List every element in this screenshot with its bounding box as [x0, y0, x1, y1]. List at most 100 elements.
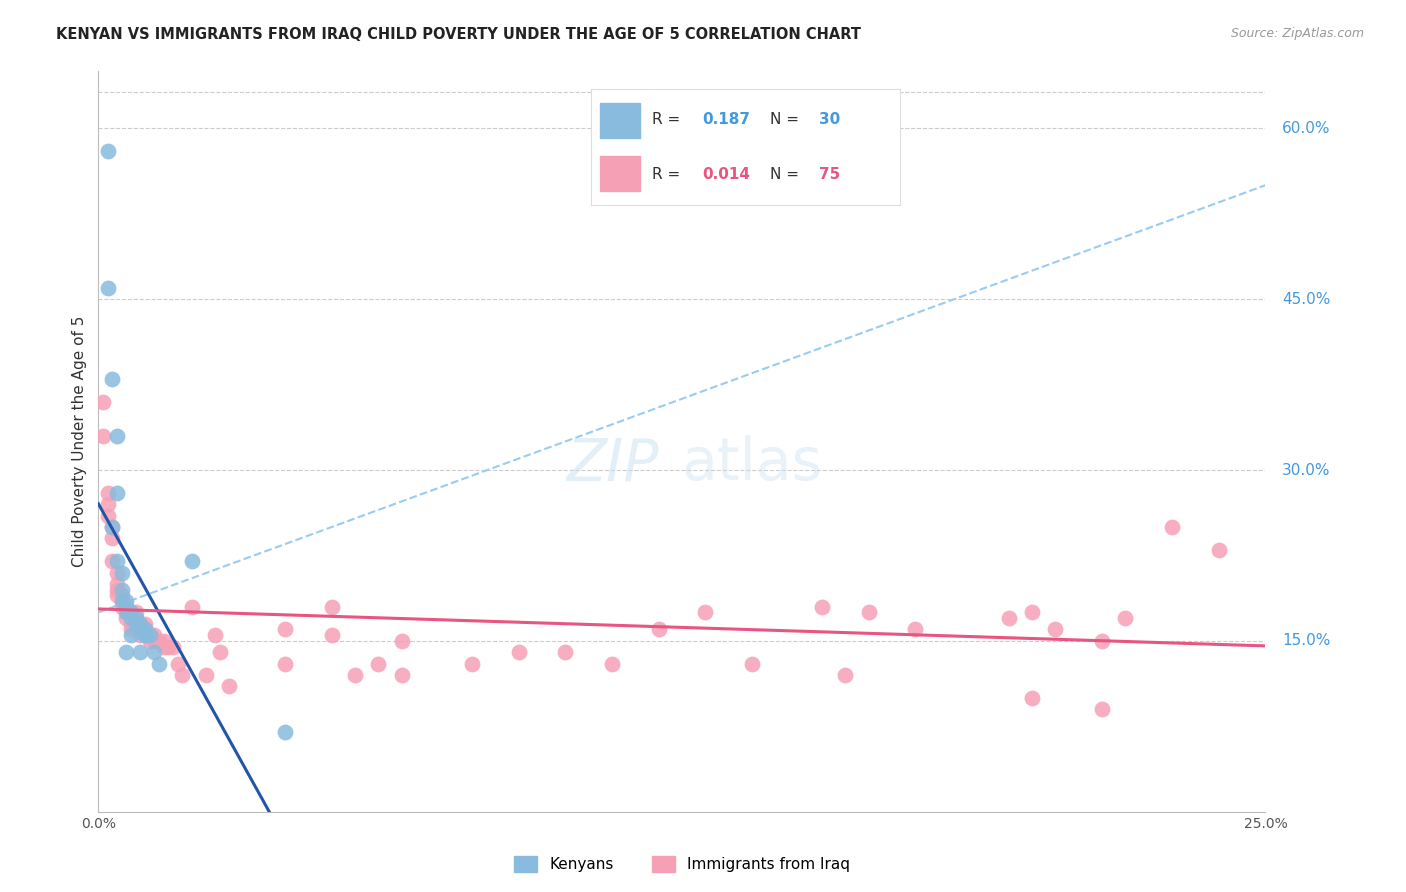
Point	[391, 633, 413, 648]
Text: 30.0%: 30.0%	[1282, 463, 1330, 477]
Point	[1114, 611, 1136, 625]
Point	[148, 657, 170, 671]
Text: 60.0%: 60.0%	[1282, 120, 1330, 136]
Text: N =: N =	[770, 167, 804, 182]
Point	[143, 633, 166, 648]
Point	[120, 611, 142, 625]
FancyBboxPatch shape	[600, 156, 640, 191]
Point	[105, 485, 128, 500]
Point	[125, 606, 148, 620]
Point	[321, 628, 343, 642]
Point	[139, 628, 162, 642]
Point	[129, 616, 152, 631]
Point	[115, 606, 138, 620]
Text: 30: 30	[820, 112, 841, 128]
Point	[105, 588, 128, 602]
Point	[647, 623, 669, 637]
Text: ZIP: ZIP	[567, 435, 658, 492]
Point	[115, 611, 138, 625]
Point	[157, 640, 180, 654]
Point	[105, 429, 128, 443]
Point	[143, 628, 166, 642]
Point	[274, 725, 297, 739]
Point	[105, 566, 128, 580]
Point	[344, 668, 367, 682]
Point	[600, 657, 623, 671]
Point	[134, 623, 156, 637]
Point	[367, 657, 389, 671]
Point	[101, 520, 124, 534]
Point	[1208, 542, 1230, 557]
Point	[904, 623, 927, 637]
Text: N =: N =	[770, 112, 804, 128]
Point	[274, 657, 297, 671]
Point	[120, 628, 142, 642]
Point	[695, 606, 717, 620]
Text: KENYAN VS IMMIGRANTS FROM IRAQ CHILD POVERTY UNDER THE AGE OF 5 CORRELATION CHAR: KENYAN VS IMMIGRANTS FROM IRAQ CHILD POV…	[56, 27, 862, 42]
Point	[97, 508, 120, 523]
Point	[1091, 702, 1114, 716]
Point	[274, 623, 297, 637]
Point	[129, 616, 152, 631]
Point	[115, 606, 138, 620]
Point	[91, 394, 114, 409]
Text: Source: ZipAtlas.com: Source: ZipAtlas.com	[1230, 27, 1364, 40]
Point	[105, 554, 128, 568]
Point	[172, 668, 194, 682]
Point	[391, 668, 413, 682]
Point	[111, 594, 134, 608]
Point	[1045, 623, 1067, 637]
Point	[120, 616, 142, 631]
Text: R =: R =	[652, 167, 686, 182]
Point	[125, 616, 148, 631]
Point	[834, 668, 856, 682]
Point	[508, 645, 530, 659]
Point	[218, 680, 240, 694]
Point	[125, 616, 148, 631]
Point	[139, 633, 162, 648]
Point	[152, 640, 174, 654]
Point	[115, 645, 138, 659]
Point	[134, 616, 156, 631]
Text: 15.0%: 15.0%	[1282, 633, 1330, 648]
Point	[111, 594, 134, 608]
Point	[105, 582, 128, 597]
Point	[101, 520, 124, 534]
Point	[111, 566, 134, 580]
Point	[120, 606, 142, 620]
Point	[1021, 690, 1043, 705]
Point	[143, 645, 166, 659]
Point	[208, 645, 231, 659]
Point	[120, 623, 142, 637]
Point	[152, 633, 174, 648]
Point	[139, 628, 162, 642]
Point	[111, 582, 134, 597]
Point	[858, 606, 880, 620]
Point	[91, 429, 114, 443]
Point	[101, 532, 124, 546]
Point	[115, 594, 138, 608]
Point	[321, 599, 343, 614]
Point	[97, 485, 120, 500]
Point	[162, 640, 184, 654]
Y-axis label: Child Poverty Under the Age of 5: Child Poverty Under the Age of 5	[72, 316, 87, 567]
Point	[97, 144, 120, 158]
Point	[129, 623, 152, 637]
Point	[101, 554, 124, 568]
Point	[204, 628, 226, 642]
Point	[180, 554, 202, 568]
Point	[1091, 633, 1114, 648]
Point	[134, 628, 156, 642]
Text: R =: R =	[652, 112, 686, 128]
Point	[129, 628, 152, 642]
Point	[997, 611, 1019, 625]
Point	[129, 645, 152, 659]
Point	[1021, 606, 1043, 620]
FancyBboxPatch shape	[600, 103, 640, 138]
Point	[97, 497, 120, 511]
Point	[111, 599, 134, 614]
Point	[554, 645, 576, 659]
Point	[1161, 520, 1184, 534]
Point	[194, 668, 217, 682]
Point	[125, 611, 148, 625]
